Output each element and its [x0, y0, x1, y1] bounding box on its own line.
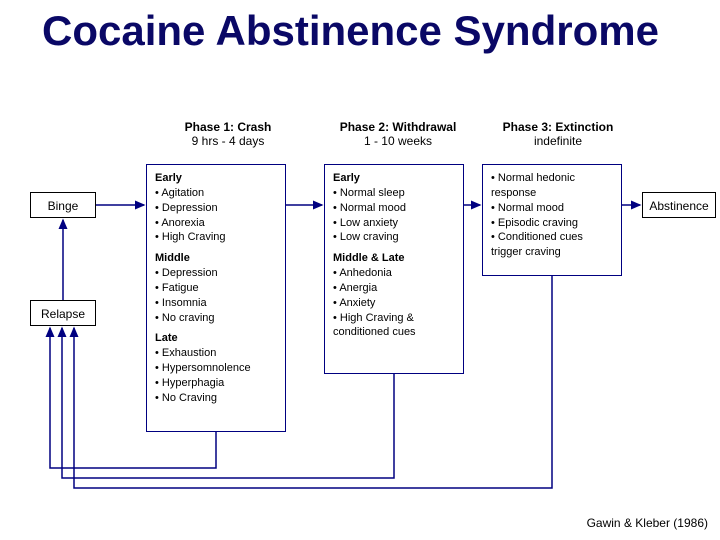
list-item: Low anxiety — [333, 216, 455, 231]
list-item: Low craving — [333, 230, 455, 245]
list-item: No Craving — [155, 391, 277, 406]
phase2-header: Phase 2: Withdrawal 1 - 10 weeks — [328, 120, 468, 148]
section-list: Normal hedonic responseNormal moodEpisod… — [491, 171, 613, 260]
abstinence-box: Abstinence — [642, 192, 716, 218]
list-item: Anhedonia — [333, 266, 455, 281]
section-list: AgitationDepressionAnorexiaHigh Craving — [155, 186, 277, 245]
section-list: Normal sleepNormal moodLow anxietyLow cr… — [333, 186, 455, 245]
phase1-name: Phase 1: Crash — [158, 120, 298, 134]
list-item: Anxiety — [333, 296, 455, 311]
phase2-box: EarlyNormal sleepNormal moodLow anxietyL… — [324, 164, 464, 374]
list-item: Anergia — [333, 281, 455, 296]
phase1-duration: 9 hrs - 4 days — [158, 134, 298, 148]
phase3-header: Phase 3: Extinction indefinite — [488, 120, 628, 148]
section-list: AnhedoniaAnergiaAnxietyHigh Craving & co… — [333, 266, 455, 340]
phase3-box: Normal hedonic responseNormal moodEpisod… — [482, 164, 622, 276]
list-item: Anorexia — [155, 216, 277, 231]
list-item: Episodic craving — [491, 216, 613, 231]
list-item: Agitation — [155, 186, 277, 201]
page-title: Cocaine Abstinence Syndrome — [42, 10, 659, 52]
list-item: Depression — [155, 266, 277, 281]
section-label: Early — [333, 171, 455, 186]
section-label: Late — [155, 331, 277, 346]
list-item: Hyperphagia — [155, 376, 277, 391]
list-item: No craving — [155, 311, 277, 326]
section-list: ExhaustionHypersomnolenceHyperphagiaNo C… — [155, 346, 277, 405]
section-label: Early — [155, 171, 277, 186]
phase1-header: Phase 1: Crash 9 hrs - 4 days — [158, 120, 298, 148]
section-label: Middle & Late — [333, 251, 455, 266]
list-item: Normal mood — [491, 201, 613, 216]
list-item: Depression — [155, 201, 277, 216]
phase1-box: EarlyAgitationDepressionAnorexiaHigh Cra… — [146, 164, 286, 432]
list-item: Insomnia — [155, 296, 277, 311]
phase2-duration: 1 - 10 weeks — [328, 134, 468, 148]
list-item: Hypersomnolence — [155, 361, 277, 376]
phase2-name: Phase 2: Withdrawal — [328, 120, 468, 134]
binge-box: Binge — [30, 192, 96, 218]
phase3-duration: indefinite — [488, 134, 628, 148]
relapse-box: Relapse — [30, 300, 96, 326]
list-item: Normal hedonic response — [491, 171, 613, 201]
list-item: Normal mood — [333, 201, 455, 216]
list-item: Exhaustion — [155, 346, 277, 361]
citation: Gawin & Kleber (1986) — [587, 516, 708, 530]
list-item: Conditioned cues trigger craving — [491, 230, 613, 260]
phase3-name: Phase 3: Extinction — [488, 120, 628, 134]
list-item: Fatigue — [155, 281, 277, 296]
list-item: High Craving — [155, 230, 277, 245]
list-item: Normal sleep — [333, 186, 455, 201]
section-list: DepressionFatigueInsomniaNo craving — [155, 266, 277, 325]
section-label: Middle — [155, 251, 277, 266]
list-item: High Craving & conditioned cues — [333, 311, 455, 341]
